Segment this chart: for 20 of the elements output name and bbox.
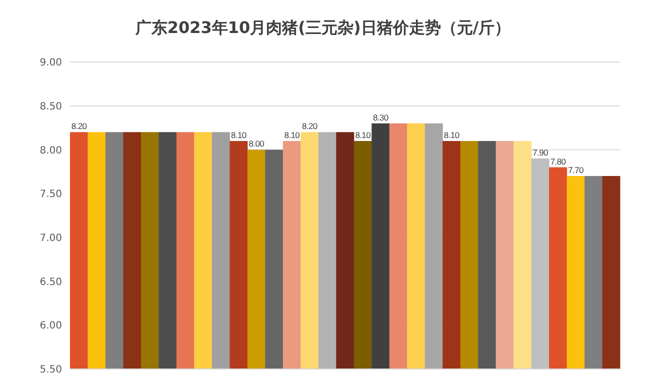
data-label: 8.10 — [355, 130, 372, 140]
data-label: 7.80 — [550, 156, 566, 166]
data-label: 8.10 — [284, 130, 300, 140]
y-tick-label: 7.50 — [40, 189, 62, 200]
chart-title: 广东2023年10月肉猪(三元杂)日猪价走势（元/斤） — [134, 17, 512, 39]
data-label: 8.00 — [248, 138, 265, 149]
data-label: 8.10 — [231, 130, 247, 140]
data-label: 8.30 — [372, 112, 389, 122]
data-label: 8.10 — [444, 130, 460, 140]
data-label: 8.20 — [302, 121, 318, 132]
data-label: 8.20 — [71, 121, 88, 132]
y-tick-label: 9.00 — [40, 58, 62, 69]
y-tick-label: 8.00 — [40, 145, 62, 156]
y-tick-label: 6.50 — [40, 276, 62, 288]
y-tick-label: 5.50 — [40, 364, 62, 376]
y-tick-label: 6.00 — [40, 320, 62, 332]
y-tick-label: 8.50 — [40, 101, 62, 112]
data-label: 7.90 — [532, 147, 549, 158]
data-label: 7.70 — [568, 165, 584, 176]
y-tick-label: 7.00 — [40, 232, 62, 244]
